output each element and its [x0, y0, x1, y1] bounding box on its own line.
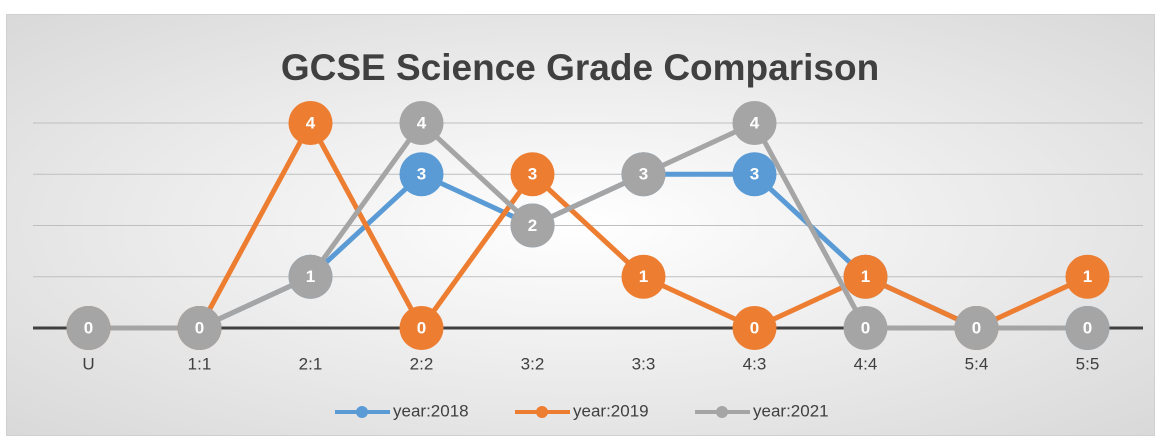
data-point [1065, 254, 1110, 299]
x-tick-label: 3:3 [632, 354, 656, 373]
data-point [288, 254, 333, 299]
data-label: 3 [639, 165, 648, 184]
legend-label: year:2019 [573, 401, 649, 420]
data-point [621, 152, 666, 197]
data-label: 0 [972, 318, 981, 337]
data-label: 3 [528, 165, 537, 184]
data-label: 2 [528, 216, 537, 235]
data-label: 0 [861, 318, 870, 337]
data-point [510, 152, 555, 197]
data-label: 1 [1083, 267, 1092, 286]
data-label: 4 [417, 113, 427, 132]
data-label: 0 [1083, 318, 1092, 337]
data-point [510, 203, 555, 248]
legend-label: year:2021 [753, 401, 829, 420]
legend-marker [356, 406, 368, 418]
x-tick-label: 5:4 [965, 354, 989, 373]
data-point [954, 306, 999, 350]
series-line [88, 120, 1089, 331]
x-tick-label: 4:3 [743, 354, 767, 373]
data-point [399, 152, 444, 197]
x-tick-label: 4:4 [854, 354, 878, 373]
data-label: 4 [306, 113, 316, 132]
data-label: 0 [750, 318, 759, 337]
data-point [843, 254, 888, 299]
chart-title: GCSE Science Grade Comparison [281, 47, 879, 88]
legend-label: year:2018 [393, 401, 469, 420]
data-point [399, 306, 444, 350]
data-point [621, 254, 666, 299]
x-tick-label: 2:1 [299, 354, 323, 373]
x-tick-label: 2:2 [410, 354, 434, 373]
data-label: 3 [417, 165, 426, 184]
data-label: 3 [750, 165, 759, 184]
x-tick-label: 3:2 [521, 354, 545, 373]
data-point [843, 306, 888, 350]
data-label: 0 [195, 318, 204, 337]
data-point [732, 306, 777, 350]
data-label: 1 [306, 267, 315, 286]
legend-marker [536, 406, 548, 418]
x-tick-label: 1:1 [188, 354, 212, 373]
x-tick-label: U [82, 354, 94, 373]
data-label: 0 [84, 318, 93, 337]
data-point [66, 306, 111, 350]
data-label: 1 [861, 267, 870, 286]
data-point [399, 101, 444, 145]
legend-marker [716, 406, 728, 418]
x-tick-label: 5:5 [1076, 354, 1100, 373]
data-point [732, 101, 777, 145]
data-point [1065, 306, 1110, 350]
data-label: 4 [750, 113, 760, 132]
data-point [177, 306, 222, 350]
series-line [88, 120, 1088, 331]
data-point [732, 152, 777, 197]
data-point [288, 101, 333, 145]
data-label: 1 [639, 267, 648, 286]
data-label: 0 [417, 318, 426, 337]
